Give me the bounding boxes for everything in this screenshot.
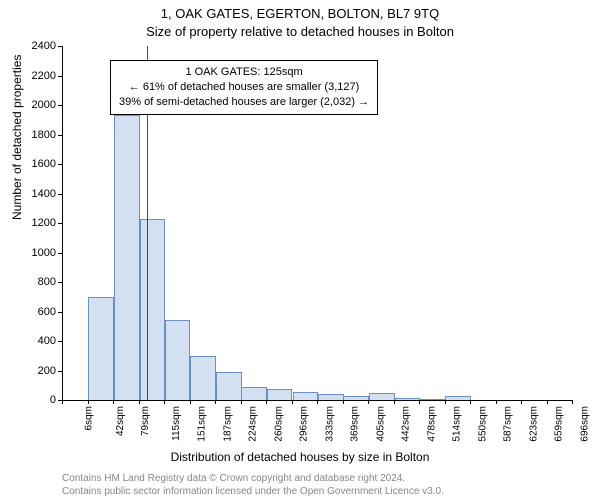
x-tick-label: 369sqm [350, 406, 361, 442]
x-tick-mark [139, 400, 140, 404]
chart-title-main: 1, OAK GATES, EGERTON, BOLTON, BL7 9TQ [0, 6, 600, 21]
y-tick-label: 800 [16, 276, 56, 288]
histogram-bar [445, 396, 471, 400]
x-tick-label: 623sqm [528, 406, 539, 442]
histogram-bar [241, 387, 267, 400]
y-tick-label: 1200 [16, 217, 56, 229]
info-box-line3: 39% of semi-detached houses are larger (… [119, 95, 369, 110]
x-tick-label: 550sqm [477, 406, 488, 442]
footer-line-2: Contains public sector information licen… [62, 486, 444, 497]
x-tick-label: 442sqm [401, 406, 412, 442]
info-box-line1: 1 OAK GATES: 125sqm [119, 65, 369, 80]
x-tick-label: 478sqm [426, 406, 437, 442]
y-tick-label: 1800 [16, 129, 56, 141]
x-tick-label: 79sqm [140, 406, 151, 436]
histogram-bar [420, 399, 446, 400]
x-tick-mark [266, 400, 267, 404]
histogram-bar [267, 389, 293, 400]
chart-title-sub: Size of property relative to detached ho… [0, 24, 600, 39]
histogram-bar [369, 393, 395, 400]
y-tick-label: 1400 [16, 188, 56, 200]
histogram-bar [395, 398, 421, 400]
x-tick-label: 151sqm [197, 406, 208, 442]
x-tick-mark [547, 400, 548, 404]
x-tick-label: 42sqm [115, 406, 126, 436]
info-box: 1 OAK GATES: 125sqm ← 61% of detached ho… [110, 60, 378, 115]
histogram-bar [140, 219, 166, 400]
histogram-bar [114, 115, 140, 400]
x-tick-mark [164, 400, 165, 404]
x-tick-mark [241, 400, 242, 404]
x-tick-mark [215, 400, 216, 404]
y-tick-label: 0 [16, 394, 56, 406]
x-tick-label: 6sqm [83, 406, 94, 430]
x-tick-mark [394, 400, 395, 404]
histogram-bar [343, 396, 369, 400]
histogram-bar [318, 394, 344, 400]
x-tick-mark [368, 400, 369, 404]
x-tick-mark [521, 400, 522, 404]
x-tick-mark [470, 400, 471, 404]
y-tick-label: 2200 [16, 70, 56, 82]
histogram-bar [88, 297, 114, 400]
x-tick-mark [343, 400, 344, 404]
x-tick-mark [88, 400, 89, 404]
y-tick-label: 1600 [16, 158, 56, 170]
x-tick-label: 696sqm [579, 406, 590, 442]
y-tick-label: 200 [16, 365, 56, 377]
y-tick-label: 2400 [16, 40, 56, 52]
x-tick-mark [317, 400, 318, 404]
x-tick-mark [62, 400, 63, 404]
y-tick-label: 600 [16, 306, 56, 318]
x-tick-label: 405sqm [375, 406, 386, 442]
x-tick-mark [113, 400, 114, 404]
y-tick-label: 1000 [16, 247, 56, 259]
x-tick-label: 514sqm [452, 406, 463, 442]
x-tick-label: 333sqm [324, 406, 335, 442]
footer-line-1: Contains HM Land Registry data © Crown c… [62, 473, 405, 484]
x-tick-mark [190, 400, 191, 404]
x-tick-label: 587sqm [503, 406, 514, 442]
x-tick-mark [572, 400, 573, 404]
chart-container: 1, OAK GATES, EGERTON, BOLTON, BL7 9TQ S… [0, 0, 600, 500]
histogram-bar [165, 320, 191, 400]
x-tick-mark [445, 400, 446, 404]
x-axis-label: Distribution of detached houses by size … [0, 450, 600, 464]
y-tick-label: 400 [16, 335, 56, 347]
x-tick-mark [496, 400, 497, 404]
x-tick-label: 659sqm [554, 406, 565, 442]
histogram-bar [190, 356, 216, 400]
x-tick-mark [419, 400, 420, 404]
y-tick-label: 2000 [16, 99, 56, 111]
x-tick-label: 187sqm [222, 406, 233, 442]
x-tick-label: 115sqm [170, 406, 181, 441]
info-box-line2: ← 61% of detached houses are smaller (3,… [119, 80, 369, 95]
histogram-bar [293, 392, 319, 400]
x-tick-label: 224sqm [248, 406, 259, 442]
x-tick-label: 260sqm [273, 406, 284, 442]
histogram-bar [216, 372, 242, 400]
x-tick-label: 296sqm [299, 406, 310, 442]
x-tick-mark [292, 400, 293, 404]
